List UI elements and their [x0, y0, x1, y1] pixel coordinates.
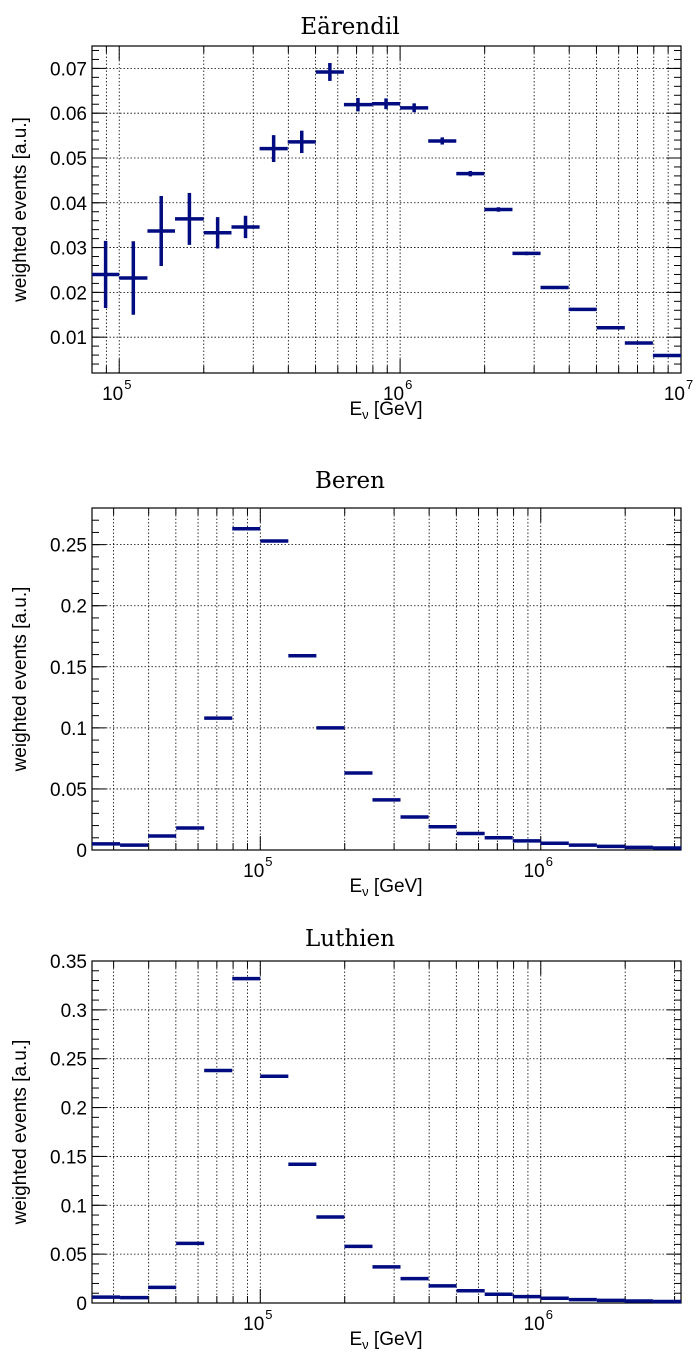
data-point	[232, 976, 261, 981]
x-tick-exponent: 5	[124, 377, 131, 392]
data-point	[624, 341, 653, 345]
x-tick-label: 10	[524, 1314, 545, 1335]
y-tick-label: 0.2	[61, 597, 87, 618]
y-tick-label: 0.15	[50, 658, 87, 679]
x-tick-exponent: 7	[686, 377, 693, 392]
data-point	[203, 217, 232, 249]
data-point	[484, 207, 513, 212]
chart-title: Luthien	[305, 926, 395, 952]
y-tick-label: 0.2	[61, 1099, 87, 1120]
data-point	[652, 353, 681, 358]
x-tick-exponent: 6	[405, 377, 412, 392]
plot-frame	[91, 507, 682, 851]
data-point	[540, 285, 569, 290]
y-tick-label: 0.3	[61, 1001, 87, 1022]
y-axis-label: weighted events [a.u.]	[10, 1040, 31, 1226]
chart-panel-0: Eärendil 0.01 0.02 0.03 0.04 0.05 0.06 0.07 10 5 1…	[0, 0, 700, 455]
y-tick-label: 0.03	[50, 239, 87, 260]
data-point	[175, 192, 204, 245]
x-axis-label: Eν [GeV]	[349, 399, 422, 422]
y-tick-label: 0.04	[50, 194, 87, 215]
y-tick-label: 0.05	[50, 149, 87, 170]
data-point	[92, 240, 120, 309]
data-point	[287, 130, 316, 154]
x-tick-label: 10	[243, 861, 264, 882]
y-tick-label: 0.02	[50, 283, 87, 304]
data-point	[288, 654, 317, 658]
y-tick-label: 0.15	[50, 1147, 87, 1168]
x-tick-exponent: 6	[546, 854, 553, 869]
y-tick-label: 0.35	[50, 952, 87, 973]
x-tick-exponent: 6	[546, 1307, 553, 1322]
y-tick-label: 0.07	[50, 59, 87, 80]
data-point	[568, 307, 597, 312]
x-tick-label: 10	[383, 384, 404, 405]
plot-frame	[91, 960, 682, 1304]
y-axis-label: weighted events [a.u.]	[10, 587, 31, 773]
data-point	[119, 241, 148, 315]
y-tick-label: 0.25	[50, 1050, 87, 1071]
chart-title: Beren	[315, 468, 385, 494]
y-tick-label: 0.1	[61, 1196, 87, 1217]
data-point	[456, 170, 485, 177]
x-axis-unit: [GeV]	[369, 876, 423, 897]
y-tick-label: 0	[76, 1294, 87, 1315]
y-tick-label: 0.1	[61, 719, 87, 740]
x-axis-unit: [GeV]	[369, 1329, 423, 1350]
chart-title: Eärendil	[300, 14, 400, 40]
chart-panel-2: Luthien 0 0.05 0.1 0.15 0.2 0.25 0.3 0.35 10 5 10 6 E…	[0, 911, 700, 1366]
y-axis-label: weighted events [a.u.]	[10, 117, 31, 303]
plot-frame	[91, 45, 682, 374]
y-tick-label: 0.05	[50, 1245, 87, 1266]
data-point	[147, 196, 176, 266]
data-point	[259, 135, 288, 163]
data-point	[512, 251, 541, 256]
x-tick-exponent: 5	[265, 854, 272, 869]
x-tick-label: 10	[664, 384, 685, 405]
data-point	[231, 215, 260, 239]
data-point	[315, 63, 344, 81]
y-tick-label: 0.06	[50, 104, 87, 125]
data-point	[428, 137, 457, 145]
y-tick-label: 0.05	[50, 780, 87, 801]
data-point	[400, 103, 429, 113]
x-tick-label: 10	[243, 1314, 264, 1335]
chart-panel-1: Beren 0 0.05 0.1 0.15 0.2 0.25 10 5 10 6 Eν [GeV] we…	[0, 455, 700, 910]
data-point	[204, 1068, 233, 1073]
y-tick-label: 0.01	[50, 328, 87, 349]
data-point	[371, 98, 401, 110]
data-point	[260, 539, 289, 543]
x-axis-label: Eν [GeV]	[349, 876, 422, 899]
x-axis-label: Eν [GeV]	[349, 1329, 422, 1352]
x-axis-unit: [GeV]	[369, 399, 423, 420]
x-tick-exponent: 5	[265, 1307, 272, 1322]
x-tick-label: 10	[524, 861, 545, 882]
y-tick-label: 0.25	[50, 536, 87, 557]
data-point	[232, 527, 261, 531]
data-point	[343, 97, 372, 112]
data-point	[260, 1074, 289, 1079]
y-tick-label: 0	[76, 841, 87, 862]
x-tick-label: 10	[102, 384, 123, 405]
data-point	[596, 326, 625, 330]
